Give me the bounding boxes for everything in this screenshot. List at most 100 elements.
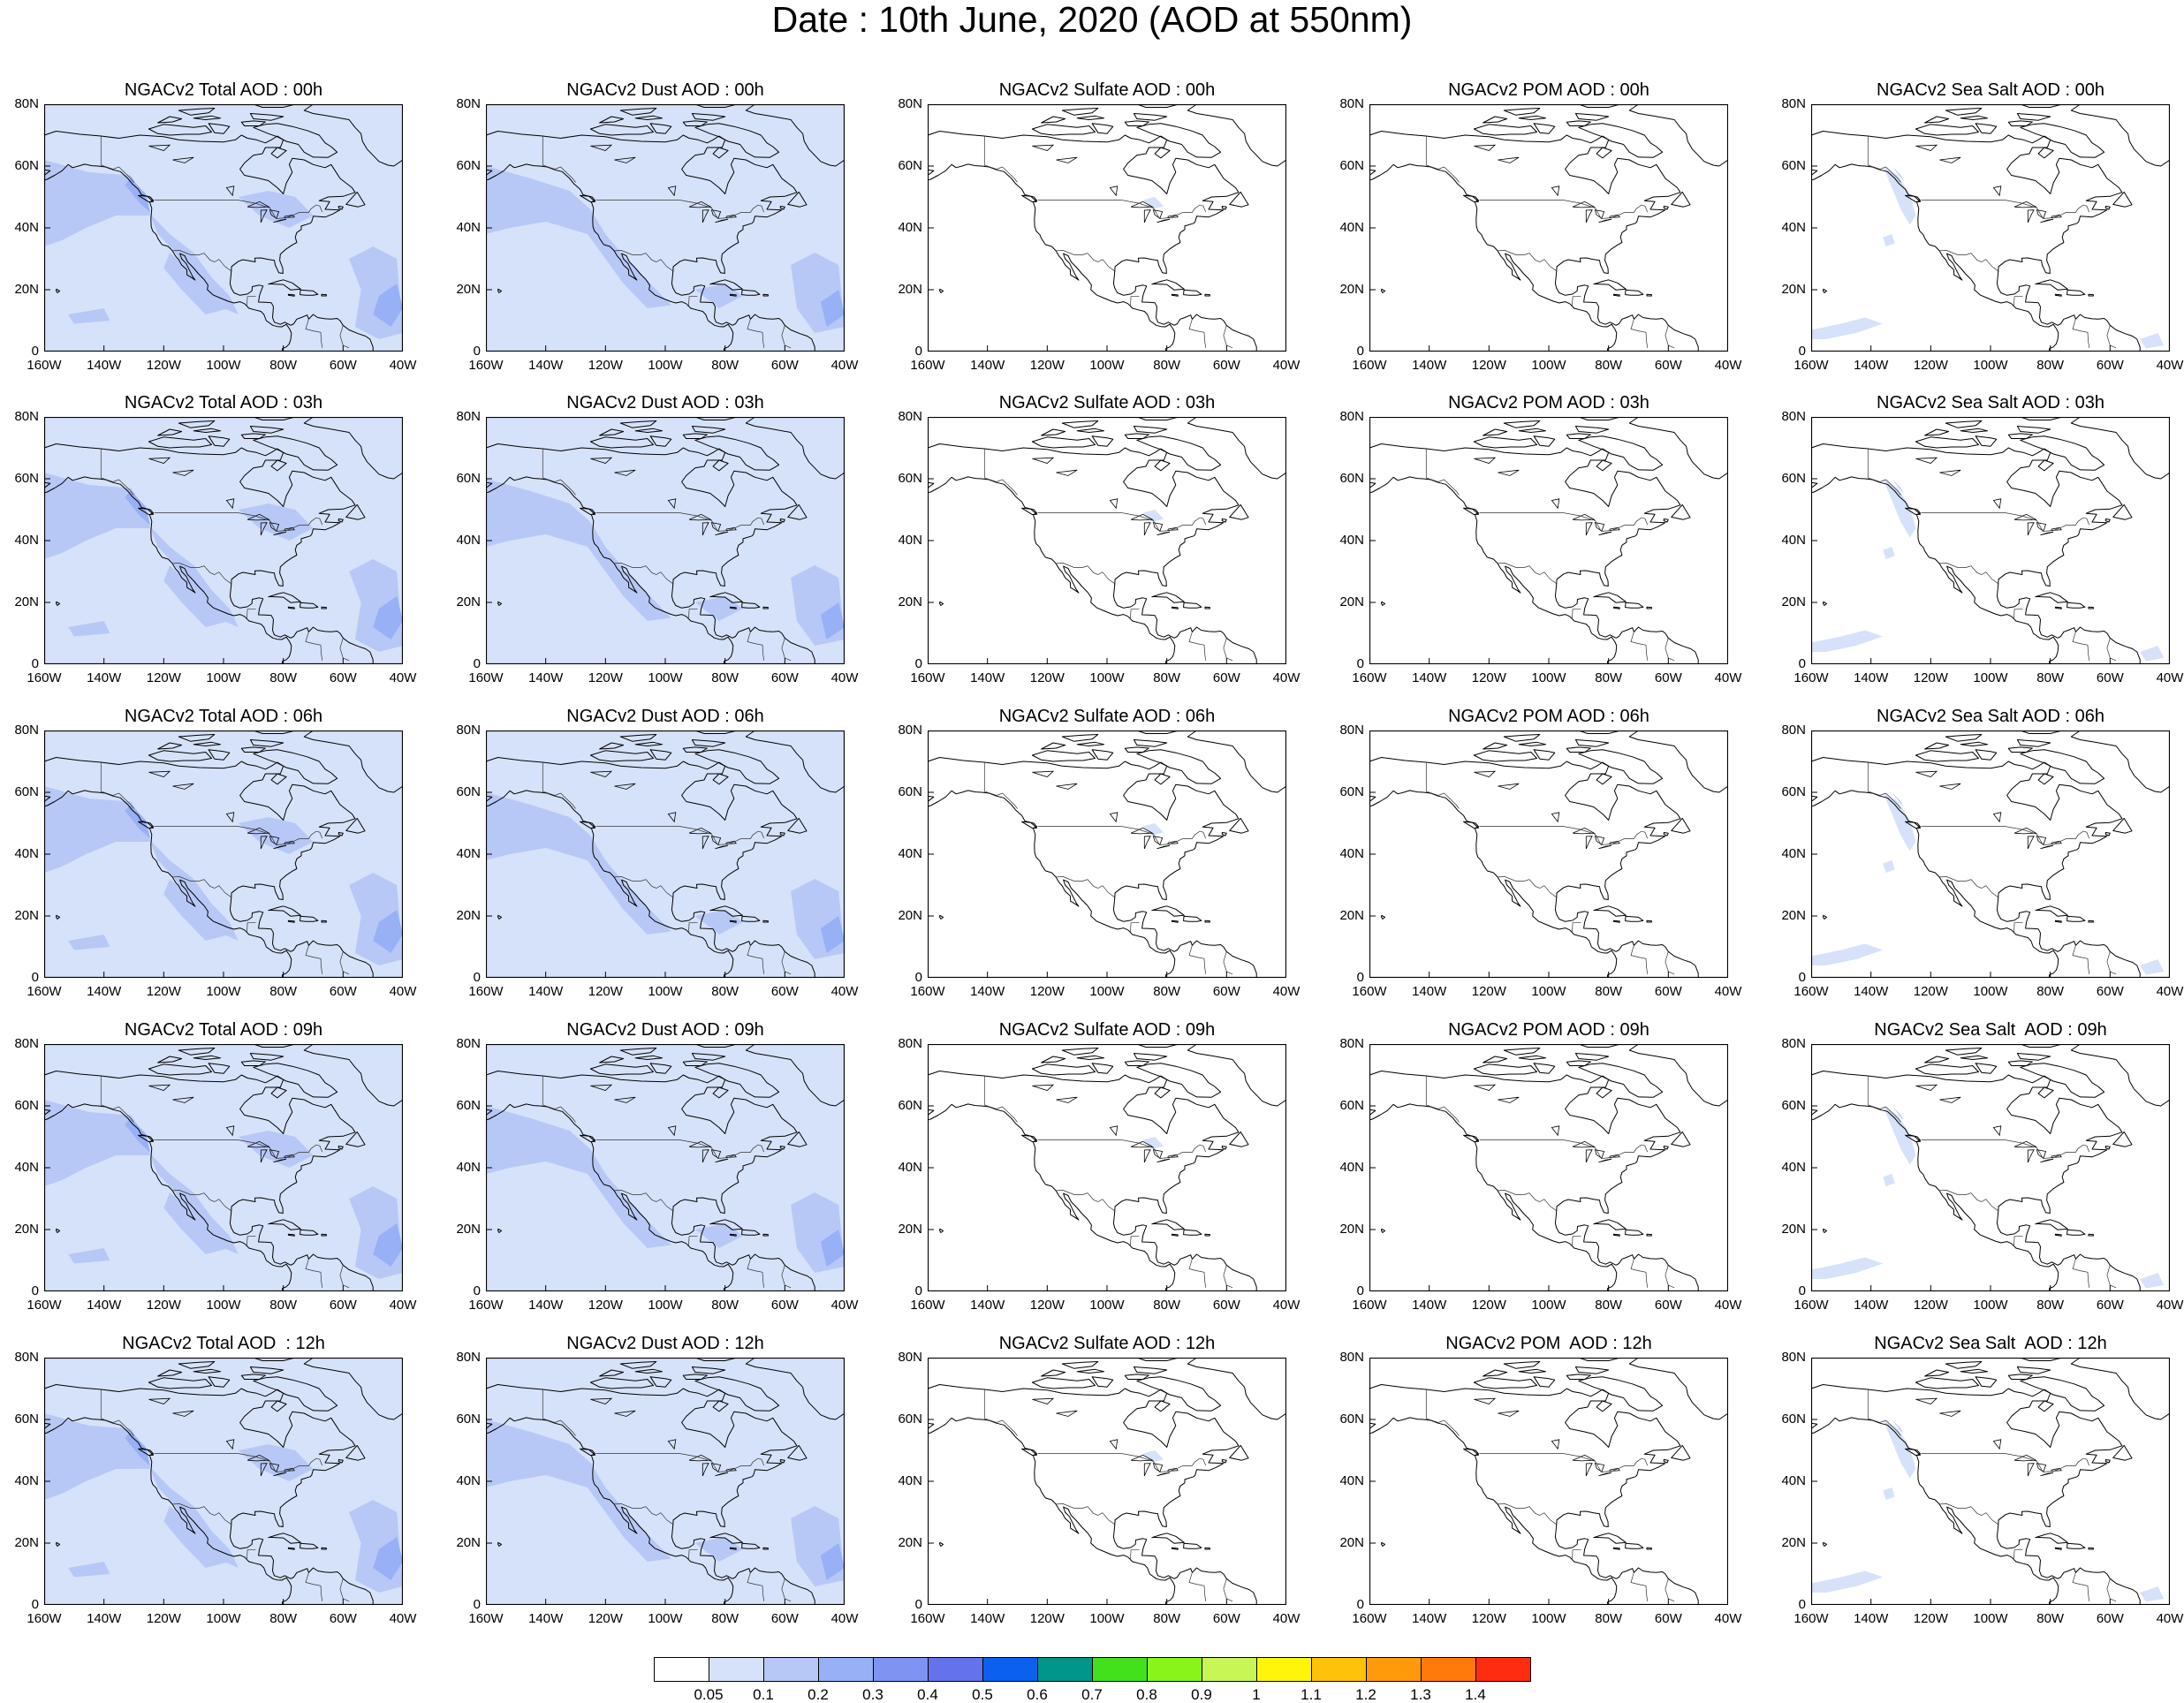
aod-shading-light — [486, 730, 845, 978]
coastline-island — [2066, 915, 2086, 922]
lon-tick-label: 160W — [27, 984, 62, 999]
aod-shading-medium — [238, 1444, 314, 1481]
coastline-island — [1463, 194, 1479, 203]
country-border — [100, 762, 134, 809]
map-canvas — [1811, 1358, 2170, 1605]
lake-outline — [1152, 836, 1164, 845]
aod-shading-light — [486, 1044, 845, 1291]
coastline-island — [1518, 115, 1547, 120]
coastline-island — [240, 120, 266, 126]
lat-tick-label: 0 — [1356, 656, 1364, 671]
coastline-island — [1133, 113, 1168, 121]
panel-title: NGACv2 Dust AOD : 09h — [566, 1020, 764, 1040]
coastline-island — [1041, 1369, 1066, 1377]
lat-tick-label: 20N — [898, 594, 922, 609]
lat-tick-label: 60N — [1781, 1098, 1806, 1113]
lon-tick-label: 160W — [468, 1611, 504, 1626]
lon-tick-label: 60W — [2096, 1298, 2124, 1313]
coastline-island — [1593, 1533, 1627, 1544]
lat-tick-label: 0 — [914, 344, 922, 359]
coastline-island — [1663, 206, 1669, 210]
lake-outline — [1915, 144, 1938, 151]
lon-tick-label: 160W — [468, 984, 504, 999]
lake-outline — [1152, 209, 1164, 219]
panel-title: NGACv2 Dust AOD : 03h — [566, 393, 764, 413]
country-border — [614, 1190, 674, 1212]
colorbar-swatch — [982, 1657, 1038, 1682]
lake-outline — [701, 209, 709, 223]
coastline-island — [2016, 426, 2051, 434]
coastline-island — [1823, 1541, 1828, 1547]
lat-tick-label: 60N — [1781, 784, 1806, 799]
lon-tick-label: 40W — [389, 984, 417, 999]
coastline-island — [691, 739, 726, 747]
country-border — [1425, 1389, 1460, 1436]
lat-tick-label: 40N — [14, 533, 39, 548]
lake-outline — [1992, 185, 2002, 197]
lake-outline — [284, 526, 295, 531]
lon-tick-label: 60W — [329, 358, 357, 373]
aod-shading-medium — [163, 879, 230, 941]
coastline-island — [1905, 821, 1921, 829]
coastline-island — [741, 602, 761, 609]
country-border — [542, 1389, 576, 1436]
lat-tick-label: 40N — [456, 220, 481, 235]
aod-shading-medium — [694, 596, 743, 621]
coastline-island — [157, 116, 183, 124]
coastline-north-america — [44, 757, 374, 978]
lat-tick-label: 20N — [456, 594, 481, 609]
lon-tick-label: 160W — [910, 984, 945, 999]
coastline-island — [1041, 428, 1066, 436]
coastline-island — [1503, 1048, 1541, 1056]
map-canvas — [928, 730, 1286, 978]
lake-outline — [1156, 844, 1171, 850]
colorbar-label: 1.3 — [1410, 1686, 1431, 1703]
lat-tick-label: 60N — [1339, 784, 1364, 799]
lake-outline — [148, 770, 171, 777]
colorbar-swatch — [1037, 1657, 1093, 1682]
lake-outline — [1474, 144, 1497, 151]
lat-tick-label: 20N — [456, 1535, 481, 1550]
map-canvas — [1369, 417, 1728, 664]
map-canvas — [44, 1358, 403, 1605]
country-border — [100, 1389, 134, 1436]
coastline-greenland — [745, 104, 845, 167]
coastline-island — [270, 773, 287, 785]
coastline-island — [1975, 435, 1998, 447]
coastline-island — [148, 1063, 212, 1076]
lat-tick-label: 40N — [456, 846, 481, 861]
coastline-island — [682, 746, 708, 753]
country-border — [1867, 1076, 1901, 1123]
coastline-island — [1204, 920, 1210, 923]
country-border — [614, 563, 674, 585]
map-panel-seasalt — [1811, 417, 2170, 664]
panel-title: NGACv2 Total AOD : 00h — [124, 80, 323, 100]
lon-tick-label: 80W — [1595, 984, 1623, 999]
lon-tick-label: 40W — [1272, 984, 1301, 999]
panel-title: NGACv2 POM AOD : 00h — [1448, 80, 1649, 100]
lake-outline — [225, 1125, 235, 1137]
coastline-north-america — [486, 443, 815, 664]
country-border — [747, 945, 765, 974]
aod-shading-medium — [486, 1106, 671, 1248]
coastline-island — [1154, 1086, 1171, 1099]
lake-outline — [2036, 836, 2047, 845]
country-border — [1425, 449, 1460, 496]
coastline-island — [1924, 428, 1950, 436]
coastline-island — [287, 293, 295, 297]
lon-tick-label: 160W — [27, 1611, 62, 1626]
coastline-island — [178, 1361, 216, 1369]
aod-shading-medium — [694, 910, 743, 935]
coastline-island — [1663, 832, 1669, 836]
aod-shading-dark — [820, 602, 845, 640]
coastline-island — [1473, 750, 1537, 762]
coastline-island — [2104, 206, 2111, 210]
lake-outline — [1143, 1463, 1151, 1477]
map-canvas — [44, 1044, 403, 1291]
lon-tick-label: 140W — [1412, 1611, 1447, 1626]
coastline-island — [1625, 602, 1644, 609]
aod-shading-medium — [44, 1413, 239, 1568]
lat-tick-label: 20N — [1781, 282, 1806, 297]
lake-outline — [1109, 812, 1119, 823]
aod-shading-light — [1883, 1419, 1916, 1479]
